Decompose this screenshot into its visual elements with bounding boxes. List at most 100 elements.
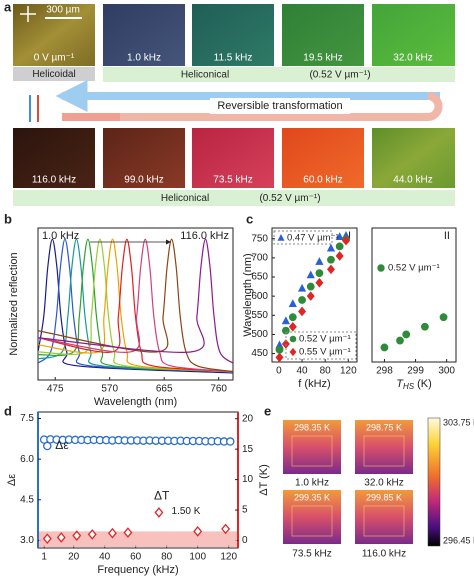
label-bg <box>210 98 350 114</box>
data-point <box>225 437 235 446</box>
state-field: (0.52 V µm⁻¹) <box>259 193 320 204</box>
data-point <box>298 296 306 304</box>
x-axis-label: Frequency (kHz) <box>97 564 178 576</box>
legend-marker <box>43 441 52 451</box>
data-point <box>56 532 66 543</box>
data-point <box>221 523 231 535</box>
data-point <box>315 269 324 278</box>
legend-label: 0.52 V µm⁻¹ <box>299 334 351 345</box>
label-unit: (K) <box>414 378 432 390</box>
spectrum-line <box>38 238 233 373</box>
micrograph <box>192 128 274 188</box>
frequency-label: 116.0 kHz <box>362 549 406 560</box>
y2-tick-label: 5 <box>242 505 248 516</box>
panel-letter: c <box>246 211 253 226</box>
temperature-label: 299.35 K <box>294 492 330 502</box>
y-tick-label: 750 <box>251 233 268 244</box>
data-point <box>288 321 297 332</box>
spectrum-line <box>38 238 233 373</box>
data-point <box>298 306 307 317</box>
state-field: (0.52 V µm⁻¹) <box>309 70 370 81</box>
data-point <box>306 282 315 291</box>
data-point <box>281 316 290 325</box>
y-tick-label: 600 <box>251 291 268 302</box>
y-tick-label: 650 <box>251 272 268 283</box>
y2-axis-label: ΔT (K) <box>258 464 270 496</box>
spectrum-line <box>38 238 233 373</box>
x-axis-label: Wavelength (nm) <box>94 396 177 408</box>
x-tick-label: 40 <box>297 366 309 377</box>
temperature-label: 299.85 K <box>366 492 402 502</box>
colorbar-max: 303.75 K <box>443 417 474 427</box>
legend-marker <box>377 264 385 272</box>
x-tick-label: 60 <box>130 552 142 563</box>
x-tick-label: 0 <box>276 366 282 377</box>
x-axis-label: THS (K) <box>396 378 432 391</box>
legend-marker <box>289 347 297 357</box>
tile-label: 44.0 kHz <box>393 175 432 186</box>
micrograph <box>372 4 455 66</box>
micrograph <box>372 128 455 188</box>
data-point <box>288 313 297 322</box>
y-axis-label: Δε <box>6 474 18 486</box>
data-point <box>402 330 411 339</box>
tile-label: 116.0 kHz <box>32 175 76 186</box>
label-subscript: HS <box>403 382 415 391</box>
data-point <box>380 343 389 352</box>
legend-label: 0.47 V µm⁻¹ <box>287 233 339 244</box>
frequency-label: 73.5 kHz <box>292 549 331 560</box>
thermal-image <box>355 490 413 544</box>
y-axis-label: Normalized reflection <box>8 252 20 355</box>
state-box <box>13 67 95 81</box>
plot-frame <box>371 227 457 363</box>
data-point <box>315 257 324 265</box>
x-tick-label: 665 <box>156 384 173 395</box>
plot-frame <box>37 227 234 381</box>
thermal-images: 298.35 K 298.75 K 299.35 K 299.85 K 1.0 … <box>283 420 413 560</box>
panel-letter: a <box>4 0 12 14</box>
data-point <box>72 530 82 541</box>
spectrum-line <box>38 238 233 374</box>
data-point <box>327 255 335 264</box>
y2-tick-label: 20 <box>242 413 254 424</box>
y-tick-label: 700 <box>251 253 268 264</box>
colorbar-min: 296.45 K <box>443 535 474 545</box>
data-point <box>107 527 117 539</box>
data-point <box>335 232 344 240</box>
polarizer-icon <box>20 6 36 22</box>
data-point <box>123 527 133 538</box>
frequency-label: 32.0 kHz <box>364 478 403 489</box>
tile-label: 11.5 kHz <box>214 53 253 64</box>
tile-label: 1.0 kHz <box>127 53 161 64</box>
frequency-label: 1.0 kHz <box>295 478 329 489</box>
y-tick-label: 4.5 <box>20 494 34 505</box>
data-point <box>288 299 297 307</box>
data-point <box>193 526 203 537</box>
series-label: Δε <box>55 438 69 452</box>
tile-label: 32.0 kHz <box>393 53 432 64</box>
y-tick-label: 6.0 <box>20 454 34 465</box>
data-point <box>326 243 336 252</box>
legend-label: 0.55 V µm⁻¹ <box>299 347 351 358</box>
curves <box>38 238 233 374</box>
tile-label: 73.5 kHz <box>213 175 252 186</box>
tile-row-1: 300 µm 0 V µm⁻¹ 1.0 kHz 11.5 kHz 19.5 kH… <box>13 4 455 66</box>
x-tick-label: 20 <box>68 552 80 563</box>
threshold-label: 1.50 K <box>172 506 201 517</box>
legend-box <box>273 230 333 245</box>
data-point <box>306 270 315 279</box>
x-tick-label: 120 <box>220 552 237 563</box>
data-point <box>297 283 307 292</box>
x-tick-label: 120 <box>340 366 357 377</box>
legend-marker <box>289 335 297 343</box>
x-axis-label: f (kHz) <box>298 378 330 390</box>
legend-marker <box>277 234 285 241</box>
micrograph <box>282 4 364 66</box>
data-point <box>326 264 335 275</box>
data-point <box>42 533 52 545</box>
scale-bar-label: 300 µm <box>46 5 80 16</box>
x-tick-label: 570 <box>101 384 118 395</box>
data-point <box>342 235 351 246</box>
state-label: Heliconical <box>161 193 209 204</box>
